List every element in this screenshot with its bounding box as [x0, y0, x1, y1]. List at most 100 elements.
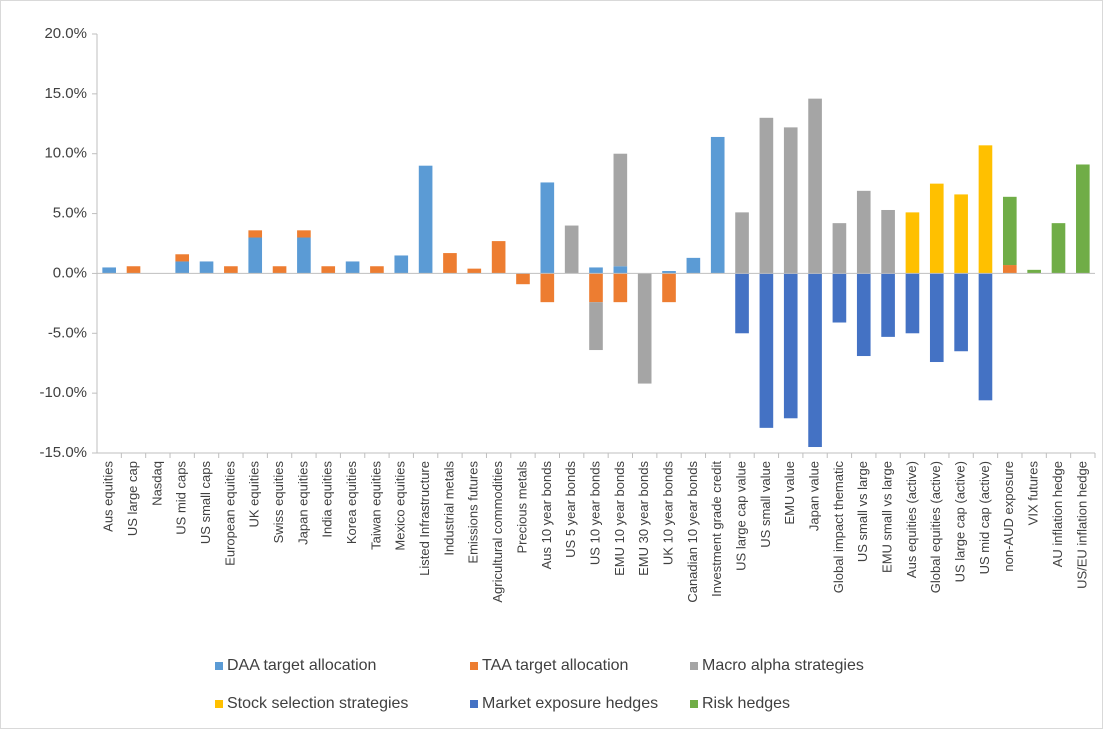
bar — [467, 268, 482, 274]
legend-swatch — [215, 700, 223, 708]
bar — [783, 127, 798, 274]
x-tick-label: Mexico equities — [393, 461, 408, 551]
y-tick-label: 0.0% — [53, 264, 87, 281]
legend-swatch — [690, 700, 698, 708]
bar — [102, 267, 116, 274]
x-tick-label: Global equities (active) — [928, 461, 943, 593]
x-tick-label: India equities — [320, 461, 335, 538]
bar — [418, 165, 433, 274]
bar — [126, 266, 141, 274]
bar — [637, 273, 652, 384]
bar — [856, 190, 871, 274]
bar — [345, 261, 360, 274]
legend-label: Macro alpha strategies — [702, 657, 864, 674]
bar — [248, 237, 263, 274]
bar — [199, 261, 214, 274]
y-tick-label: 10.0% — [44, 145, 87, 162]
legend-swatch — [215, 662, 223, 670]
x-tick-label: US large cap (active) — [953, 461, 968, 582]
bar — [929, 183, 944, 274]
legend-label: TAA target allocation — [482, 657, 628, 674]
legend-label: Market exposure hedges — [482, 695, 658, 712]
bar — [272, 266, 287, 274]
x-tick-label: UK 10 year bonds — [660, 461, 675, 566]
bar — [297, 230, 311, 238]
x-tick-label: US 10 year bonds — [587, 461, 602, 566]
bar — [759, 273, 774, 428]
x-tick-label: US mid cap (active) — [977, 461, 992, 574]
y-tick-label: -5.0% — [48, 324, 87, 341]
bar — [832, 223, 847, 274]
bar — [370, 266, 384, 274]
x-tick-label: US small caps — [198, 461, 213, 545]
x-tick-label: Investment grade credit — [709, 461, 724, 597]
legend-swatch — [690, 662, 698, 670]
bar — [540, 273, 555, 303]
bar — [321, 266, 336, 274]
x-tick-label: UK equities — [247, 461, 262, 528]
bar — [1027, 269, 1041, 274]
bar — [686, 257, 701, 274]
bar — [783, 273, 798, 419]
y-tick-label: 5.0% — [53, 205, 87, 222]
bar — [978, 145, 993, 274]
bar — [297, 237, 311, 274]
legend-label: Risk hedges — [702, 695, 790, 712]
x-tick-label: AU inflation hedge — [1050, 461, 1065, 567]
x-tick-label: EMU 10 year bonds — [612, 461, 627, 576]
y-tick-label: 15.0% — [44, 85, 87, 102]
bar — [905, 273, 920, 334]
bar — [491, 241, 506, 274]
x-tick-label: European equities — [222, 461, 237, 566]
bar — [1002, 196, 1017, 266]
x-tick-label: Emissions futures — [466, 461, 481, 564]
bar — [516, 273, 530, 285]
bar — [613, 266, 628, 274]
bar — [224, 266, 238, 274]
legend-label: Stock selection strategies — [227, 695, 408, 712]
x-tick-label: non-AUD exposure — [1001, 461, 1016, 572]
x-tick-label: Swiss equities — [271, 461, 286, 544]
bar — [808, 98, 822, 274]
x-tick-label: US/EU inflation hedge — [1074, 461, 1089, 589]
bar — [832, 273, 847, 323]
bar — [735, 212, 749, 274]
legend-swatch — [470, 700, 478, 708]
bar — [735, 273, 749, 334]
y-tick-label: 20.0% — [44, 25, 87, 42]
x-tick-label: Aus equities — [101, 461, 116, 532]
y-tick-label: -10.0% — [39, 384, 87, 401]
bar — [1076, 164, 1090, 274]
legend-label: DAA target allocation — [227, 657, 376, 674]
bar — [929, 273, 944, 363]
x-tick-label: Taiwan equities — [368, 461, 383, 550]
x-tick-label: US 5 year bonds — [563, 461, 578, 558]
x-tick-label: VIX futures — [1026, 461, 1041, 526]
bar — [175, 254, 190, 262]
bar — [710, 136, 725, 274]
x-tick-label: Listed Infrastructure — [417, 461, 432, 576]
x-tick-label: US large cap — [125, 461, 140, 536]
x-tick-label: US mid caps — [174, 461, 189, 535]
bar — [881, 273, 895, 337]
bar — [856, 273, 871, 357]
bar — [881, 209, 895, 274]
x-tick-label: EMU 30 year bonds — [636, 461, 651, 576]
x-tick-label: EMU small vs large — [880, 461, 895, 573]
x-tick-label: Japan equities — [295, 461, 310, 545]
bar — [662, 271, 676, 274]
bar — [954, 194, 968, 274]
bar — [443, 253, 457, 274]
bar — [1051, 223, 1066, 274]
bar — [808, 273, 822, 448]
y-tick-label: -15.0% — [39, 444, 87, 461]
x-tick-label: Agricultural commodities — [490, 461, 505, 603]
bar — [564, 225, 579, 274]
x-tick-label: Precious metals — [514, 461, 529, 554]
bar — [589, 273, 603, 303]
bar — [613, 273, 628, 303]
x-tick-label: US large cap value — [733, 461, 748, 571]
bar — [954, 273, 968, 352]
bar — [540, 182, 555, 274]
